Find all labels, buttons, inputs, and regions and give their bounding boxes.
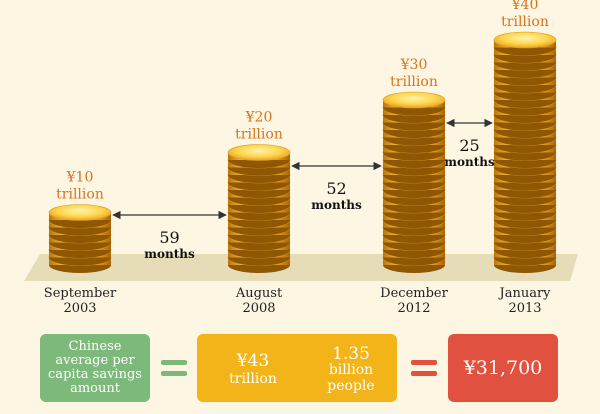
x-tick-label-2: August 2008 <box>235 286 283 316</box>
formula-result: ¥31,700 <box>463 357 543 379</box>
denominator-unit-1: billion <box>328 362 374 378</box>
bar-3 <box>382 91 446 273</box>
data-label-1: ¥10 trillion <box>56 170 104 203</box>
formula-result-box: ¥31,700 <box>448 334 558 402</box>
bar-1 <box>48 204 112 273</box>
x-tick-label-1: September 2003 <box>44 286 117 316</box>
x-tick-label-3: December 2012 <box>380 286 448 316</box>
data-label-4: ¥40 trillion <box>501 0 549 30</box>
interval-unit-2: months <box>311 198 362 212</box>
formula-middle-box: ¥43 trillion 1.35 billion people <box>197 334 506 402</box>
formula-left-box: Chinese average per capita savings amoun… <box>40 334 150 402</box>
denominator-value: 1.35 <box>332 344 370 364</box>
bar-4 <box>493 31 557 273</box>
numerator-unit: trillion <box>229 371 277 387</box>
savings-formula: Chinese average per capita savings amoun… <box>0 322 600 414</box>
interval-unit-1: months <box>144 247 195 261</box>
bar-2 <box>227 144 291 273</box>
formula-left-text: Chinese average per capita savings amoun… <box>48 339 142 396</box>
interval-unit-3: months <box>444 155 495 169</box>
denominator-unit-2: people <box>327 378 375 394</box>
interval-value-1: 59 <box>159 228 179 247</box>
equals-sign-2 <box>411 360 437 380</box>
equals-sign-1 <box>161 360 187 380</box>
interval-value-3: 25 <box>459 136 479 155</box>
x-tick-label-4: January 2013 <box>497 286 551 316</box>
data-label-3: ¥30 trillion <box>390 57 438 90</box>
numerator-value: ¥43 <box>236 351 270 371</box>
interval-value-2: 52 <box>326 179 346 198</box>
data-label-2: ¥20 trillion <box>235 110 283 143</box>
